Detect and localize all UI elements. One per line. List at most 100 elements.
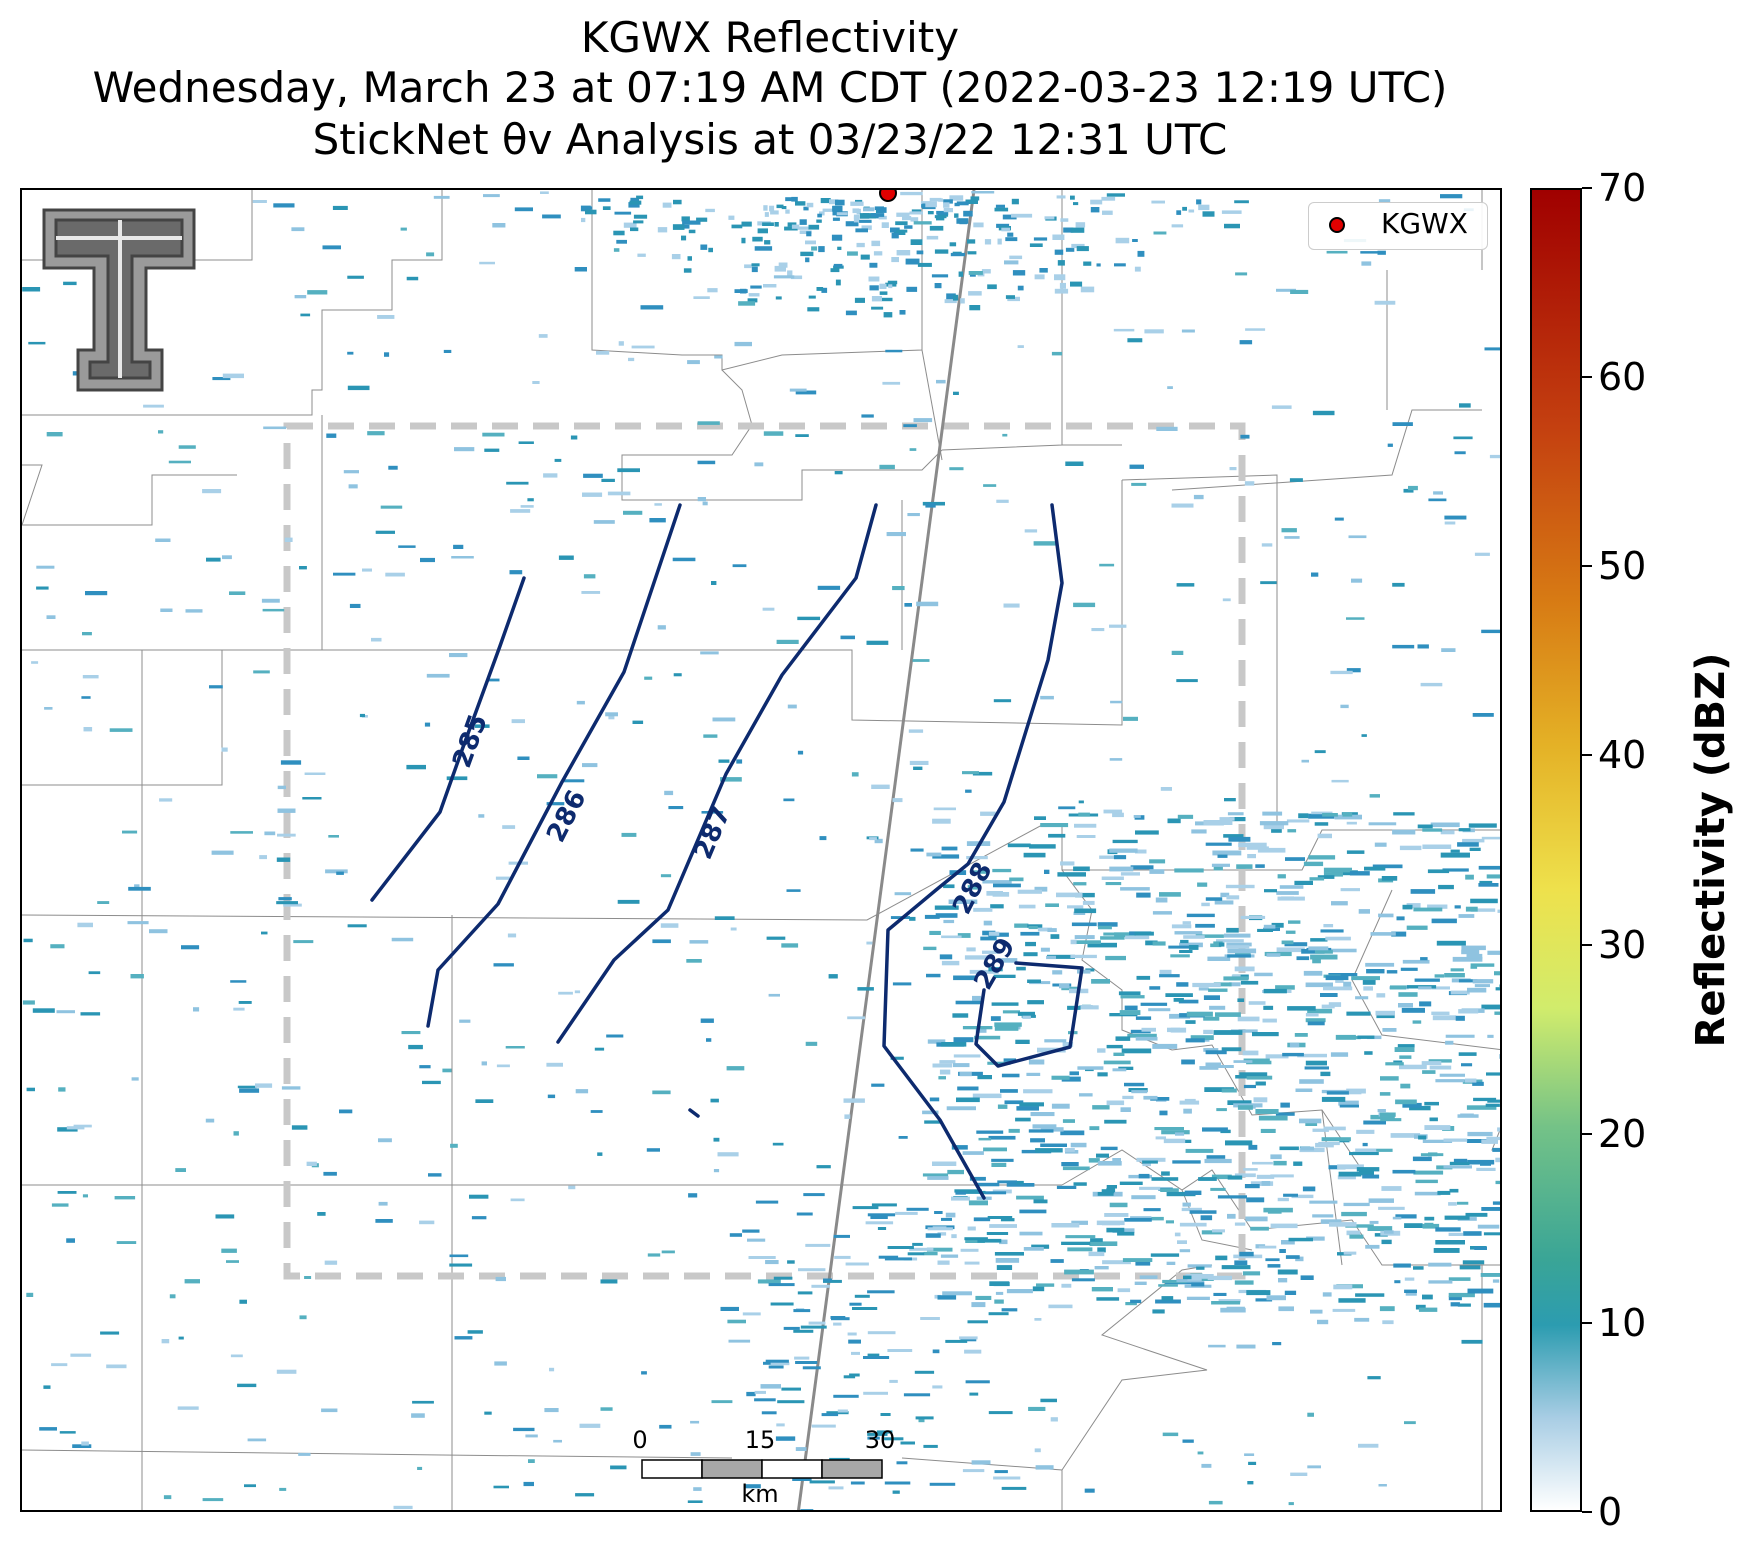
echo-cell (821, 287, 828, 293)
echo-cell (1354, 1317, 1370, 1322)
echo-cell (161, 1339, 170, 1344)
echo-cell (1160, 787, 1172, 791)
echo-cell (757, 1279, 781, 1284)
echo-cell (799, 219, 807, 225)
echo-cell (1317, 1319, 1329, 1325)
echo-cell (1338, 1100, 1359, 1106)
echo-cell (1023, 852, 1046, 858)
echo-cell (1045, 903, 1059, 907)
echo-cell (866, 941, 873, 945)
echo-cell (697, 497, 706, 502)
echo-cell (757, 228, 768, 234)
echo-cell (833, 1234, 850, 1238)
echo-cell (1099, 855, 1117, 859)
echo-cell (929, 1097, 940, 1102)
echo-cell (943, 199, 953, 204)
echo-cell (1368, 822, 1397, 826)
echo-cell (401, 1031, 421, 1035)
title-line-2: Wednesday, March 23 at 07:19 AM CDT (202… (92, 63, 1448, 112)
echo-cell (1455, 1015, 1465, 1021)
echo-cell (763, 284, 777, 288)
echo-cell (1342, 812, 1353, 817)
echo-cell (1029, 243, 1043, 247)
echo-cell (787, 704, 797, 709)
echo-cell (958, 271, 964, 277)
echo-cell (494, 1361, 507, 1366)
echo-cell (1056, 195, 1066, 199)
echo-cell (987, 1216, 1013, 1219)
echo-cell (1466, 1139, 1494, 1143)
echo-cell (1428, 1280, 1453, 1284)
echo-cell (1364, 866, 1386, 871)
echo-cell (380, 505, 403, 509)
echo-cell (937, 1260, 950, 1265)
echo-cell (861, 414, 874, 418)
echo-cell (1323, 872, 1343, 877)
echo-cell (764, 212, 769, 217)
map-panel[interactable]: 285 286 287 288 289 (20, 188, 1502, 1512)
echo-cell (134, 884, 140, 888)
echo-cell (727, 1319, 746, 1324)
echo-cell (1457, 1114, 1479, 1118)
echo-cell (1245, 328, 1266, 331)
echo-cell (1227, 812, 1244, 816)
contour-fragment (688, 1108, 700, 1118)
echo-cell (1422, 1139, 1453, 1143)
echo-cell (1152, 911, 1172, 915)
echo-cell (884, 1257, 912, 1261)
echo-cell (546, 1062, 563, 1067)
echo-cell (306, 1161, 317, 1166)
echo-cell (291, 1125, 308, 1130)
echo-cell (630, 197, 640, 203)
echo-cell (969, 1176, 986, 1181)
echo-cell (1064, 1269, 1094, 1275)
echo-cell (851, 1351, 860, 1355)
echo-cell (1382, 1320, 1394, 1325)
echo-cell (1413, 907, 1443, 912)
echo-cell (1097, 1247, 1106, 1253)
echo-cell (277, 808, 296, 813)
echo-cell (398, 545, 416, 548)
echo-cell (1224, 798, 1236, 802)
echo-cell (1462, 1260, 1485, 1265)
echo-cell (718, 759, 730, 763)
echo-cell (1363, 1120, 1386, 1125)
echo-cell (495, 876, 510, 880)
echo-cell (1266, 1295, 1286, 1301)
echo-cell (869, 285, 879, 291)
echo-cell (960, 1248, 979, 1252)
echo-cell (299, 566, 307, 570)
echo-cell (1454, 905, 1461, 909)
echo-cell (1381, 1239, 1392, 1245)
echo-cell (1070, 939, 1077, 945)
colorbar-tick-mark (1582, 565, 1592, 568)
echo-cell (1314, 750, 1326, 754)
echo-cell (509, 570, 523, 575)
echo-cell (800, 1325, 827, 1329)
echo-cell (1279, 885, 1304, 889)
echo-cell (740, 288, 747, 294)
echo-cell (1478, 865, 1500, 870)
echo-cell (1017, 285, 1024, 291)
scalebar-unit: km (741, 1480, 779, 1508)
echo-cell (1040, 823, 1069, 828)
echo-cell (631, 345, 655, 349)
echo-cell (1438, 884, 1454, 890)
echo-cell (1458, 914, 1475, 918)
echo-cell (1346, 1011, 1371, 1016)
echo-cell (1071, 1278, 1095, 1282)
echo-cell (1070, 227, 1085, 233)
echo-cell (1457, 1201, 1469, 1205)
echo-cell (1179, 1100, 1200, 1105)
echo-cell (1417, 644, 1429, 649)
echo-cell (971, 191, 995, 194)
echo-cell (1227, 1100, 1252, 1105)
echo-cell (114, 1196, 136, 1200)
echo-cell (127, 921, 149, 925)
echo-cell (1356, 1129, 1375, 1134)
contour-label-286: 286 (541, 785, 592, 847)
echo-cell (1071, 1220, 1088, 1225)
echo-cell (998, 958, 1018, 963)
echo-cell (910, 239, 923, 245)
echo-cell (1311, 572, 1319, 577)
